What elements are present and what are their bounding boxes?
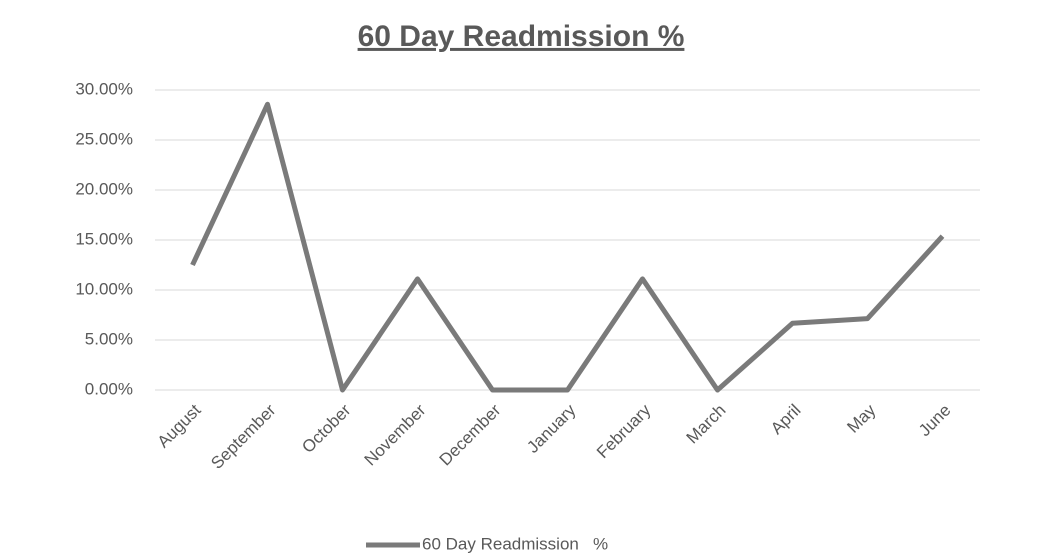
x-tick-label: November — [361, 400, 430, 469]
x-tick-label: September — [207, 400, 279, 472]
y-tick-label: 15.00% — [75, 229, 133, 248]
x-tick-label: May — [843, 400, 879, 436]
x-tick-label: June — [915, 401, 955, 441]
x-tick-label: January — [523, 400, 580, 457]
x-tick-label: April — [767, 401, 804, 438]
x-tick-label: February — [593, 400, 655, 462]
x-tick-label: March — [683, 401, 730, 448]
line — [190, 101, 945, 393]
y-tick-label: 20.00% — [75, 179, 133, 198]
x-tick-label: August — [154, 400, 205, 451]
chart-title: 60 Day Readmission % — [358, 20, 685, 53]
x-tick-label: October — [298, 400, 354, 456]
y-tick-label: 10.00% — [75, 279, 133, 298]
y-tick-label: 30.00% — [75, 79, 133, 98]
x-tick-label: December — [436, 400, 505, 469]
y-tick-label: 25.00% — [75, 129, 133, 148]
legend-label: 60 Day Readmission % — [422, 534, 608, 553]
y-tick-label: 5.00% — [85, 329, 133, 348]
y-tick-label: 0.00% — [85, 379, 133, 398]
